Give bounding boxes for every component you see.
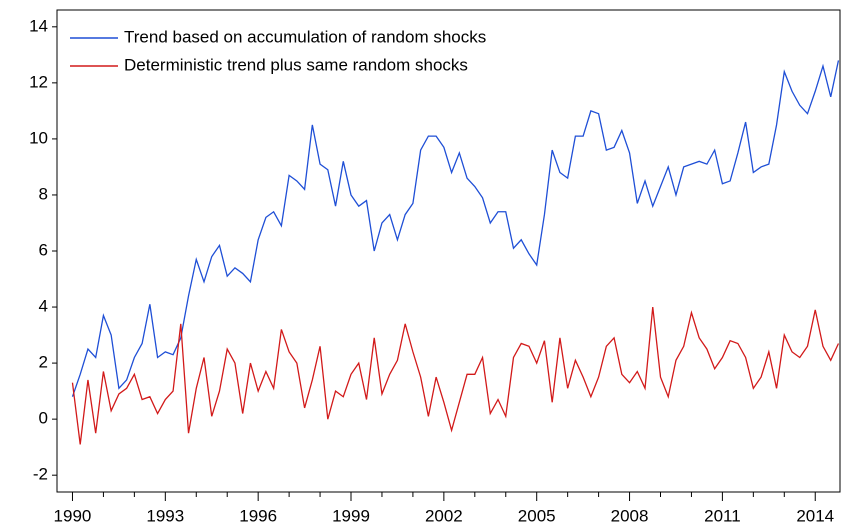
y-tick-label: 14 [29, 16, 48, 35]
y-tick-label: 12 [29, 72, 48, 91]
series-line [71, 60, 840, 397]
x-tick-label: 1999 [332, 506, 370, 525]
legend-label: Trend based on accumulation of random sh… [124, 27, 486, 46]
series-line [71, 306, 840, 445]
x-tick-label: 2011 [704, 506, 741, 525]
y-tick-label: 8 [39, 184, 48, 203]
x-tick-label: 2005 [518, 506, 556, 525]
legend-label: Deterministic trend plus same random sho… [124, 55, 468, 74]
x-tick-label: 1993 [146, 506, 184, 525]
y-tick-label: -2 [33, 465, 48, 484]
y-tick-label: 6 [39, 240, 48, 259]
x-tick-label: 1990 [54, 506, 92, 525]
x-tick-label: 1996 [239, 506, 277, 525]
y-tick-label: 10 [29, 128, 48, 147]
y-tick-label: 0 [39, 409, 48, 428]
y-tick-label: 4 [39, 297, 48, 316]
x-tick-label: 2002 [425, 506, 463, 525]
x-tick-label: 2014 [796, 506, 834, 525]
x-tick-label: 2008 [611, 506, 649, 525]
y-tick-label: 2 [39, 353, 48, 372]
